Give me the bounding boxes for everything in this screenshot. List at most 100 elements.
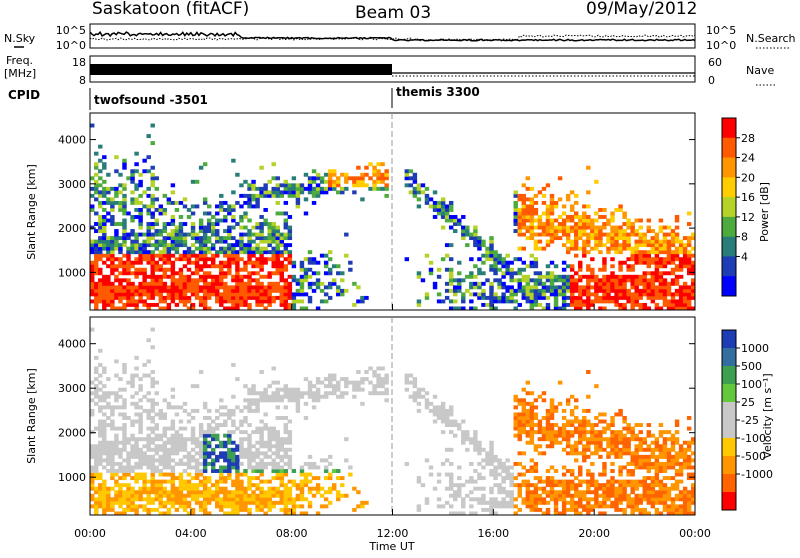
velocity-cell [239, 430, 244, 435]
power-cell [549, 222, 555, 226]
velocity-cell [174, 497, 180, 502]
power-cell [202, 246, 208, 251]
power-cell [106, 211, 111, 216]
velocity-cell [114, 440, 119, 445]
power-cell [598, 250, 603, 255]
power-cell [529, 218, 535, 223]
velocity-cell [432, 408, 438, 413]
power-cell [578, 306, 583, 311]
velocity-cell [654, 454, 660, 459]
velocity-cell [275, 454, 280, 459]
velocity-cell [586, 490, 591, 495]
power-cell [549, 274, 555, 279]
power-cell [307, 183, 313, 188]
power-cell [283, 288, 289, 293]
power-cell [146, 306, 151, 311]
power-cell [110, 267, 115, 272]
velocity-cell [130, 500, 135, 505]
power-cell [638, 253, 643, 258]
velocity-cell [602, 486, 607, 491]
velocity-cell [287, 497, 293, 502]
power-cell [215, 236, 220, 241]
velocity-cell [98, 433, 103, 438]
power-cell [118, 278, 123, 283]
velocity-cell [332, 469, 337, 473]
velocity-cell [525, 493, 531, 498]
power-cell [287, 295, 293, 300]
power-cell [428, 267, 434, 272]
power-cell [247, 295, 252, 300]
power-cell [110, 299, 115, 304]
velocity-cell [323, 458, 329, 463]
velocity-cell [287, 394, 293, 399]
velocity-cell [102, 479, 107, 484]
velocity-cell [299, 472, 305, 477]
velocity-cell [291, 387, 297, 392]
power-cell [198, 253, 204, 258]
velocity-cell [267, 426, 272, 431]
power-cell [666, 257, 672, 262]
velocity-cell [319, 380, 325, 385]
velocity-cell [279, 465, 284, 470]
velocity-cell [513, 476, 518, 481]
power-cell [206, 306, 212, 311]
power-cell [578, 285, 583, 290]
power-cell [279, 278, 284, 283]
power-cell [211, 292, 216, 297]
power-cell [190, 260, 196, 265]
power-cell [106, 285, 111, 290]
velocity-cell [650, 493, 656, 498]
velocity-cell [650, 447, 656, 452]
power-cell [658, 285, 664, 290]
power-cell [162, 271, 168, 276]
power-cell [255, 200, 260, 205]
power-cell [102, 274, 107, 279]
power-cell [658, 246, 664, 251]
power-cell [162, 246, 168, 251]
velocity-cell [529, 507, 535, 512]
power-cell [227, 295, 232, 300]
velocity-cell [271, 461, 276, 466]
velocity-cell [110, 476, 115, 481]
velocity-cell [481, 486, 486, 491]
power-cell [537, 295, 543, 300]
power-cell [235, 288, 240, 293]
velocity-cell [291, 394, 297, 399]
velocity-cell [98, 380, 103, 385]
velocity-cell [194, 500, 200, 505]
power-cell [247, 271, 252, 276]
velocity-cell [545, 412, 551, 417]
power-cell [206, 222, 212, 226]
velocity-cell [94, 447, 99, 452]
velocity-cell [477, 461, 482, 466]
velocity-cell [114, 373, 119, 378]
power-cell [473, 225, 478, 230]
power-cell [247, 186, 252, 191]
velocity-cell [259, 479, 264, 484]
power-cell [461, 236, 466, 241]
power-cell [533, 193, 539, 198]
power-cell [448, 274, 454, 279]
power-cell [521, 211, 526, 216]
noise-tick-bottom-right: 10^0 [706, 39, 736, 52]
velocity-cell [227, 451, 232, 456]
power-cell [658, 288, 664, 293]
velocity-cell [231, 362, 236, 367]
velocity-cell [670, 486, 676, 491]
velocity-cell [122, 458, 127, 463]
power-cell [416, 302, 422, 307]
power-cell [533, 218, 539, 223]
power-cell [493, 260, 498, 265]
velocity-cell [287, 490, 293, 495]
power-cell [170, 295, 176, 300]
velocity-cell [182, 408, 188, 413]
velocity-cell [243, 430, 248, 435]
power-cell [259, 193, 264, 198]
velocity-cell [94, 444, 99, 449]
power-cell [674, 250, 680, 255]
power-cell [267, 299, 272, 304]
power-cell [412, 176, 418, 181]
power-cell [194, 292, 200, 297]
velocity-cell [178, 458, 184, 463]
velocity-cell [174, 490, 180, 495]
